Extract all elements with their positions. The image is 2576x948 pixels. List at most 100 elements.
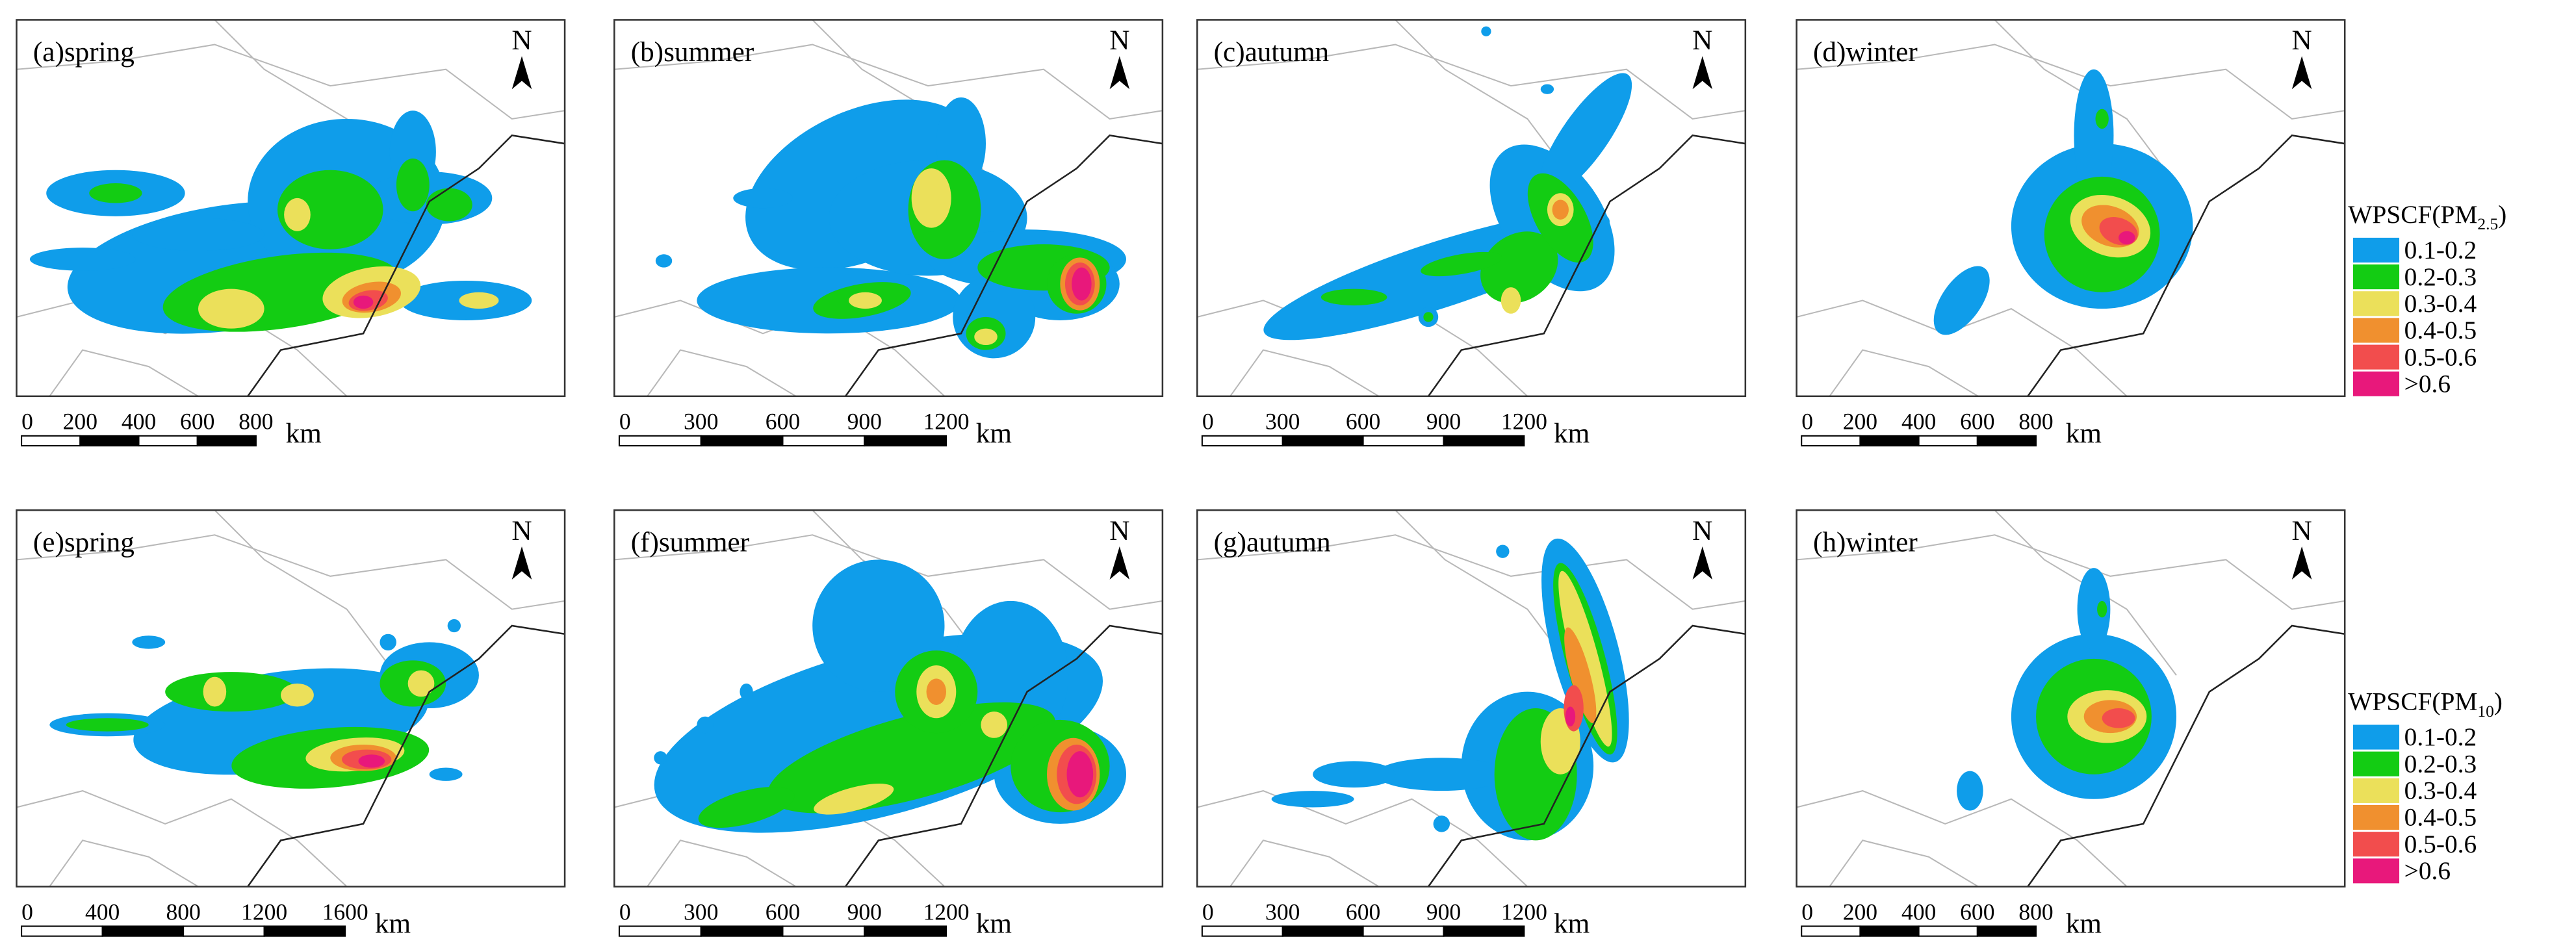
- scale-segment: [1976, 925, 2037, 937]
- scale-segment: [1859, 925, 1920, 937]
- boundary-line: [614, 44, 1163, 120]
- boundary-line: [1796, 44, 2345, 120]
- legend-label: 0.3-0.4: [2404, 289, 2477, 318]
- wpscf-region: [733, 188, 793, 209]
- scale-tick-label: 400: [1901, 899, 1936, 925]
- north-arrow: [1692, 56, 1713, 90]
- panel-label: (b)summer: [631, 37, 754, 68]
- scale-tick-label: 400: [85, 899, 120, 925]
- wpscf-region: [165, 672, 298, 712]
- scale-tick-label: 200: [1843, 899, 1877, 925]
- boundary-line: [1829, 349, 1979, 396]
- scale-segment: [1801, 925, 1861, 937]
- scale-segment: [1201, 925, 1283, 937]
- legend-swatch: [2352, 264, 2400, 290]
- wpscf-region: [698, 787, 795, 828]
- legend-label: 0.2-0.3: [2404, 263, 2477, 291]
- scale-tick-label: 900: [847, 899, 882, 925]
- boundary-line: [1197, 790, 1528, 887]
- legend-label: 0.5-0.6: [2404, 342, 2477, 371]
- wpscf-region: [353, 295, 374, 309]
- map-frame: [1196, 19, 1747, 398]
- legend-swatch: [2352, 858, 2400, 884]
- map-panel: (g)autumn N 0 300 600 900 1200 km: [1196, 509, 1747, 940]
- boundary-line: [647, 349, 797, 396]
- scale-tick-label: 300: [684, 409, 718, 435]
- north-label: N: [2292, 516, 2312, 546]
- wpscf-region: [1552, 199, 1569, 220]
- scale-segment: [1362, 435, 1445, 447]
- legend-label: >0.6: [2404, 856, 2451, 885]
- north-label: N: [2292, 25, 2312, 56]
- wpscf-region: [89, 183, 142, 203]
- legend-swatch: [2352, 237, 2400, 263]
- legend-title-end: ): [2494, 687, 2503, 716]
- scale-segment: [138, 435, 198, 447]
- scale-tick-label: 1600: [322, 899, 368, 925]
- legend-label: 0.1-0.2: [2404, 236, 2477, 264]
- scale-tick-label: 900: [1426, 899, 1461, 925]
- map-frame: [1796, 509, 2346, 888]
- legend-swatch: [2352, 832, 2400, 857]
- wpscf-region: [1480, 231, 1558, 303]
- legend-title-text: WPSCF(PM: [2348, 200, 2477, 229]
- wpscf-region: [1433, 815, 1450, 832]
- map-panel: (a)spring N 0 200 400 600 800 km: [16, 19, 566, 449]
- panel-label: (c)autumn: [1214, 37, 1329, 68]
- north-label: N: [511, 516, 532, 546]
- north-label: N: [1692, 25, 1712, 56]
- wpscf-region: [132, 635, 166, 649]
- scale-tick-label: 600: [1960, 899, 1994, 925]
- legend-swatch: [2352, 318, 2400, 343]
- legend-swatch: [2352, 804, 2400, 830]
- wpscf-region: [981, 711, 1008, 738]
- wpscf-region: [2095, 109, 2109, 129]
- legend-label: 0.4-0.5: [2404, 316, 2477, 344]
- wpscf-region: [203, 676, 227, 707]
- wpscf-region: [1375, 758, 1508, 791]
- wpscf-region: [2077, 568, 2111, 651]
- wpscf-region: [2097, 600, 2107, 618]
- scale-segment: [21, 435, 81, 447]
- boundary-line: [1197, 534, 1745, 610]
- boundary-line: [1829, 839, 1979, 887]
- scale-unit: km: [976, 909, 1012, 940]
- scale-tick-label: 0: [619, 899, 631, 925]
- boundary-line: [1230, 349, 1380, 396]
- wpscf-region: [911, 168, 951, 228]
- boundary-line: [614, 534, 1163, 610]
- scale-segment: [782, 435, 866, 447]
- scale-segment: [1282, 925, 1364, 937]
- scale-tick-label: 800: [2018, 899, 2053, 925]
- wpscf-region: [1501, 287, 1521, 314]
- wpscf-region: [2102, 708, 2135, 728]
- panel-label: (e)spring: [33, 528, 135, 558]
- scale-unit: km: [2066, 909, 2102, 940]
- scale-segment: [1976, 435, 2037, 447]
- legend-label: 0.3-0.4: [2404, 776, 2477, 805]
- wpscf-region: [1423, 312, 1434, 322]
- panel-label: (g)autumn: [1214, 528, 1331, 558]
- scale-segment: [101, 925, 185, 937]
- wpscf-region: [29, 248, 136, 271]
- wpscf-region: [380, 634, 396, 651]
- wpscf-region: [1313, 761, 1396, 788]
- scale-tick-label: 300: [684, 899, 718, 925]
- scale-tick-label: 900: [1426, 409, 1461, 435]
- scale-segment: [1443, 435, 1525, 447]
- scale-segment: [79, 435, 140, 447]
- map-area: [1197, 510, 1745, 887]
- legend-title-sub: 2.5: [2477, 215, 2498, 233]
- scale-segment: [1918, 925, 1978, 937]
- scale-tick-label: 0: [21, 899, 33, 925]
- wpscf-region: [1957, 771, 1983, 811]
- boundary-line: [49, 839, 199, 887]
- map-area: [16, 19, 565, 396]
- wpscf-region: [1540, 84, 1554, 94]
- wpscf-region: [1072, 267, 1092, 301]
- scale-segment: [1201, 435, 1283, 447]
- legend-label: 0.4-0.5: [2404, 803, 2477, 832]
- panel-label: (f)summer: [631, 528, 749, 558]
- scale-segment: [196, 435, 257, 447]
- scale-unit: km: [976, 418, 1012, 449]
